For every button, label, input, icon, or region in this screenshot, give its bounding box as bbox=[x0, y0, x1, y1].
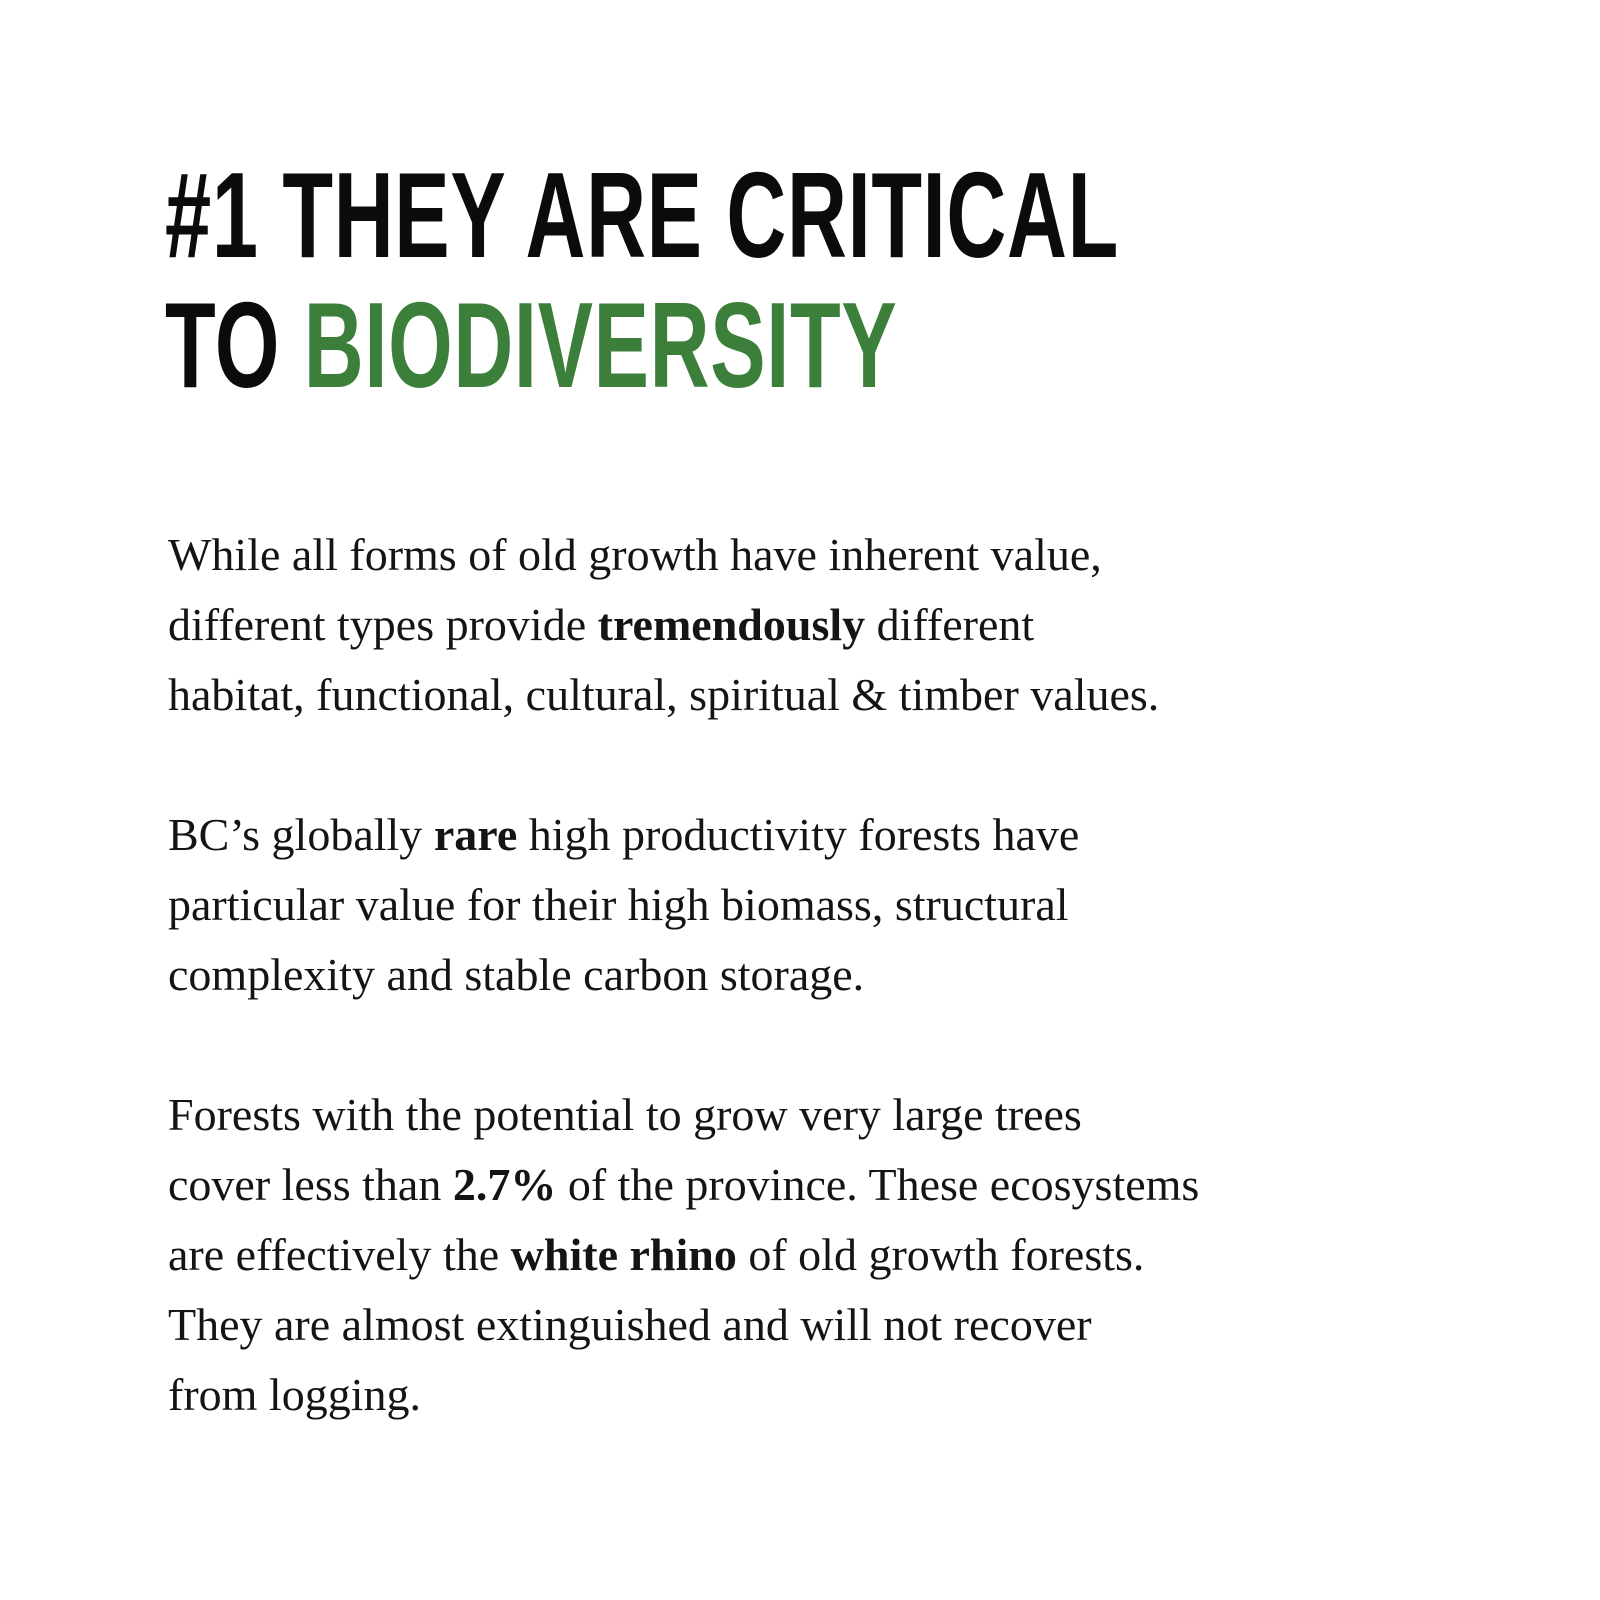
text-segment: While all forms of old growth have inher… bbox=[168, 529, 1102, 580]
text-line: are effectively the white rhino of old g… bbox=[168, 1220, 1468, 1290]
text-segment: cover less than bbox=[168, 1159, 453, 1210]
text-segment: are effectively the bbox=[168, 1229, 511, 1280]
text-line: complexity and stable carbon storage. bbox=[168, 940, 1468, 1010]
text-segment: of the province. These ecosystems bbox=[556, 1159, 1200, 1210]
text-line: They are almost extinguished and will no… bbox=[168, 1290, 1468, 1360]
text-line: different types provide tremendously dif… bbox=[168, 590, 1468, 660]
text-segment: complexity and stable carbon storage. bbox=[168, 949, 865, 1000]
text-segment: different bbox=[865, 599, 1035, 650]
text-segment: habitat, functional, cultural, spiritual… bbox=[168, 669, 1160, 720]
text-segment: of old growth forests. bbox=[736, 1229, 1145, 1280]
title-line-2: TO BIODIVERSITY bbox=[165, 280, 1185, 410]
text-segment: particular value for their high biomass,… bbox=[168, 879, 1069, 930]
emphasis-text: tremendously bbox=[597, 599, 866, 650]
text-line: particular value for their high biomass,… bbox=[168, 870, 1468, 940]
text-line: habitat, functional, cultural, spiritual… bbox=[168, 660, 1468, 730]
title-line-1: #1 THEY ARE CRITICAL bbox=[165, 147, 1119, 283]
text-line: While all forms of old growth have inher… bbox=[168, 520, 1468, 590]
text-segment: BC’s globally bbox=[168, 809, 434, 860]
emphasis-text: white rhino bbox=[510, 1229, 737, 1280]
text-line: from logging. bbox=[168, 1360, 1468, 1430]
emphasis-text: 2.7% bbox=[452, 1159, 557, 1210]
text-segment: high productivity forests have bbox=[517, 809, 1080, 860]
text-line: cover less than 2.7% of the province. Th… bbox=[168, 1150, 1468, 1220]
text-segment: Forests with the potential to grow very … bbox=[168, 1089, 1082, 1140]
text-line: BC’s globally rare high productivity for… bbox=[168, 800, 1468, 870]
title-highlight: BIODIVERSITY bbox=[303, 277, 898, 413]
text-segment: They are almost extinguished and will no… bbox=[168, 1299, 1092, 1350]
text-line: Forests with the potential to grow very … bbox=[168, 1080, 1468, 1150]
paragraph: BC’s globally rare high productivity for… bbox=[168, 800, 1468, 1010]
emphasis-text: rare bbox=[433, 809, 518, 860]
text-segment: different types provide bbox=[168, 599, 598, 650]
title-prefix: TO bbox=[165, 277, 304, 413]
text-segment: from logging. bbox=[168, 1369, 421, 1420]
paragraph: Forests with the potential to grow very … bbox=[168, 1080, 1468, 1430]
body-text: While all forms of old growth have inher… bbox=[168, 520, 1468, 1500]
paragraph: While all forms of old growth have inher… bbox=[168, 520, 1468, 730]
page-title: #1 THEY ARE CRITICAL TO BIODIVERSITY bbox=[165, 150, 1185, 410]
